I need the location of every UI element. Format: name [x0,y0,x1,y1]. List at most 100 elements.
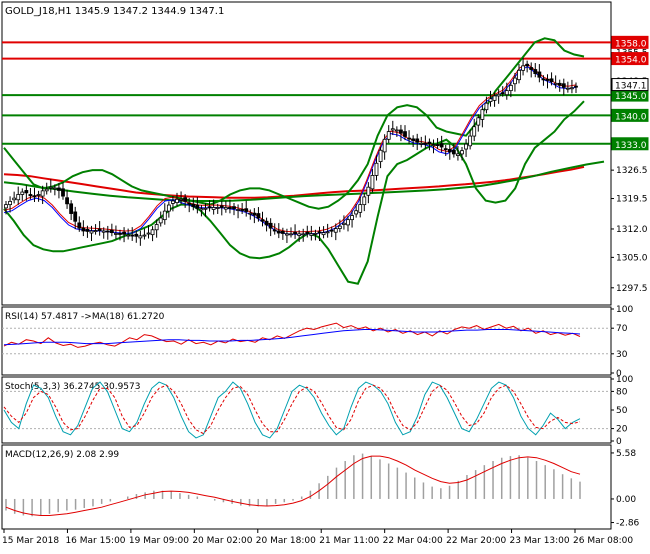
candle [533,63,538,78]
candle [570,79,574,94]
candle [118,229,122,241]
rsi-y-tick-70: 70 [616,324,628,334]
candle [268,218,273,237]
candle-body [215,207,220,209]
candle-body [447,149,452,153]
candle-body [73,211,78,222]
candle-body [317,231,322,234]
candle-body [199,208,204,211]
candle-body [109,229,114,234]
candle-body [500,92,505,95]
candle-body [504,90,509,96]
candle [362,193,367,212]
candle-body [122,231,126,235]
candle [138,230,143,246]
candle-body [134,233,139,237]
x-axis: 15 Mar 2018 16 Mar 15:00 19 Mar 09:00 20 Ma… [2,529,633,546]
candle [126,228,131,240]
y-tick-1326-5: 1326.5 [616,166,648,176]
candle [427,138,432,151]
candle [293,224,297,239]
candle-body [57,187,61,191]
stoch-title-text: Stoch(5,3,3) 36.2745 30.9573 [5,382,140,392]
candle [73,206,78,230]
candle [44,182,49,195]
candle [240,203,245,214]
candle-body [175,198,179,203]
candle-body [508,84,513,92]
candle-body [187,202,192,205]
candle [52,184,57,196]
candle [403,125,407,141]
candle-body [93,230,98,232]
candle-body [44,188,49,192]
candle-body [431,144,436,146]
candle-body [272,229,277,232]
candle [114,225,118,240]
candle [77,216,82,232]
candle [399,124,403,142]
candle-body [346,219,350,226]
candle-body [553,82,558,85]
candle [574,82,578,94]
candle-body [130,234,135,237]
candle-body [65,197,69,205]
candle-body [366,186,371,196]
candle-body [557,82,562,86]
rsi-y-tick-0: 0 [616,369,622,379]
candle-body [456,153,460,156]
candle-body [8,200,12,206]
candle [411,135,416,148]
macd-chart-layer: 5.58 0.00 -2.86 [5,449,640,529]
candle [374,155,379,181]
candle-body [390,128,395,131]
macd-panel [1,444,612,530]
rsi-ma-line [3,329,581,346]
candle-body [36,194,41,196]
y-tick-1312-0: 1312.0 [616,225,648,235]
candle [472,118,477,142]
candle [513,72,517,92]
stoch-signal-line [3,384,581,435]
candle [40,185,45,205]
rsi-title-text: RSI(14) 57.4817 ->MA(18) 61.2720 [5,312,165,322]
candle [109,223,114,237]
candle [480,104,485,128]
candle [337,219,342,233]
candle-body [358,204,363,213]
candle-body [517,69,521,81]
candle [260,211,265,227]
candle [28,187,33,200]
candle [101,227,106,239]
candle [81,220,86,237]
candle-body [126,234,131,237]
candle-body [521,65,525,71]
macd-y-tick--2-86: -2.86 [616,519,640,529]
candle-body [77,222,82,229]
candle [317,226,322,241]
candle-body [32,195,37,198]
candle [521,57,525,76]
candle-body [382,138,387,153]
candle [386,125,391,143]
candle-body [537,71,542,78]
candle-body [399,129,403,134]
candle [354,204,359,218]
candle-body [549,78,554,83]
candle-body [162,210,167,221]
candle-body [248,212,253,215]
candle-body [158,217,163,224]
candle-body [138,235,143,239]
candle [57,182,61,199]
candle [187,197,192,213]
candle-body [118,233,122,235]
candle-body [207,206,212,209]
candle-body [561,83,566,88]
candle [329,226,334,238]
candle-body [439,143,444,148]
candle-body [183,197,188,202]
candle-body [333,228,338,233]
macd-title-text: MACD(12,26,9) 2.08 2.99 [5,450,119,460]
candle [484,96,489,114]
